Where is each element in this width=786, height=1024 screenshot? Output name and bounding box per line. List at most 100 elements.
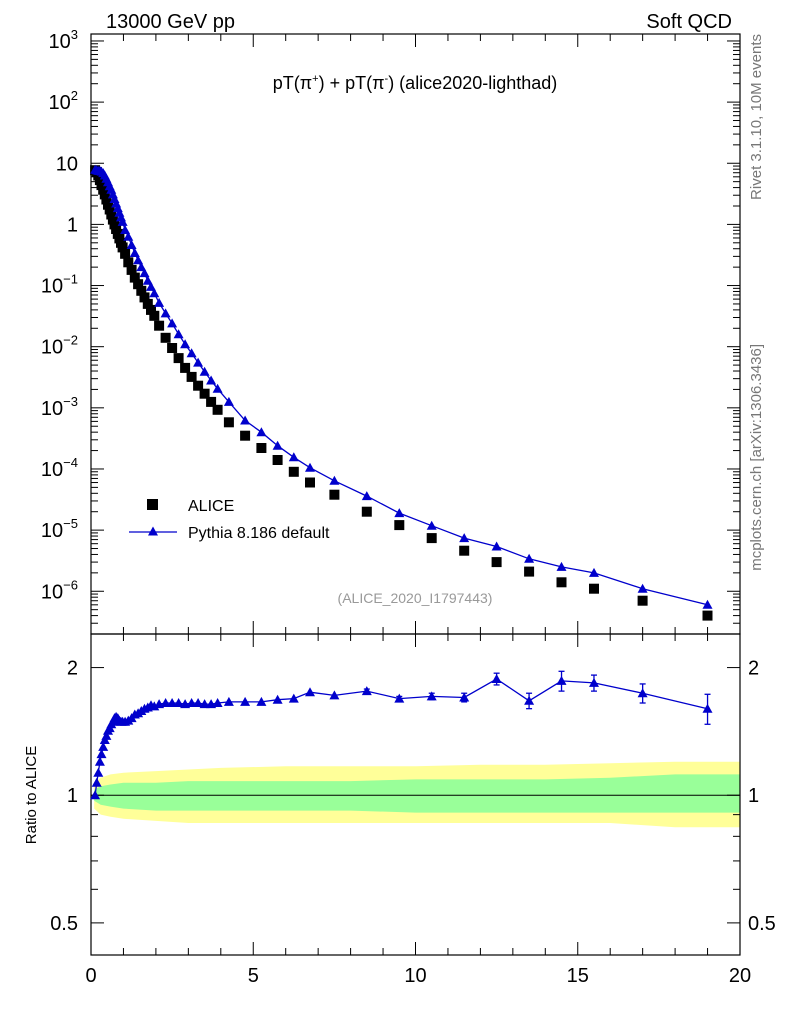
- ratio-point: [90, 790, 101, 800]
- ratio-point: [223, 696, 234, 706]
- ratio-point: [556, 675, 567, 685]
- alice-point: [394, 520, 405, 531]
- y-tick-label: 1: [67, 214, 78, 236]
- ratio-point: [394, 693, 405, 703]
- ratio-point: [91, 777, 102, 787]
- alice-point: [173, 353, 184, 364]
- alice-point: [101, 194, 112, 205]
- y-tick-label: 10−6: [41, 577, 78, 603]
- pythia-point: [146, 281, 156, 291]
- alice-point: [223, 417, 234, 428]
- ratio-y-tick-label-right: 0.5: [748, 913, 776, 935]
- plot-title: pT(π+) + pT(π-) (alice2020-lighthad): [273, 73, 558, 93]
- ratio-y-tick-label-right: 2: [748, 658, 759, 680]
- alice-point: [186, 371, 197, 382]
- y-tick-label: 10: [56, 153, 78, 175]
- ratio-y-tick-label-right: 1: [748, 785, 759, 807]
- main-panel-frame: [90, 33, 741, 635]
- alice-point: [256, 443, 267, 453]
- alice-point: [149, 310, 160, 321]
- pythia-point: [199, 366, 210, 376]
- pythia-point: [426, 520, 437, 530]
- pythia-point: [637, 583, 648, 593]
- alice-point: [589, 583, 599, 594]
- ratio-point: [167, 698, 178, 707]
- pythia-point: [240, 415, 251, 425]
- pythia-point: [212, 383, 223, 393]
- ratio-point: [524, 695, 535, 705]
- ratio-point: [186, 698, 197, 707]
- alice-point: [146, 304, 156, 315]
- pythia-point: [117, 216, 128, 226]
- alice-point: [206, 396, 217, 407]
- pythia-point: [126, 240, 137, 249]
- alice-point: [524, 566, 535, 577]
- pythia-point: [394, 508, 405, 518]
- ratio-point: [199, 699, 210, 709]
- ratio-ylabel: Ratio to ALICE: [23, 746, 40, 844]
- pythia-point: [129, 248, 140, 257]
- ratio-point: [288, 693, 299, 703]
- ratio-point: [256, 696, 267, 706]
- ratio-point: [96, 749, 107, 759]
- pythia-point: [329, 475, 340, 485]
- pythia-point: [305, 462, 315, 472]
- pythia-point: [142, 275, 153, 285]
- alice-point: [361, 506, 372, 517]
- legend: ALICE Pythia 8.186 default: [129, 498, 330, 542]
- pythia-point: [491, 541, 502, 551]
- header-left: 13000 GeV pp: [106, 11, 235, 33]
- ratio-point: [459, 692, 470, 702]
- ratio-point: [272, 694, 283, 704]
- alice-point: [99, 189, 110, 200]
- alice-point: [459, 545, 470, 556]
- rivet-version-label: Rivet 3.1.10, 10M events: [748, 34, 765, 200]
- alice-point: [120, 248, 131, 259]
- ratio-point: [702, 703, 713, 713]
- alice-point: [199, 388, 210, 399]
- ratio-point: [173, 698, 184, 707]
- alice-point: [491, 557, 502, 568]
- y-tick-label: 103: [49, 27, 78, 53]
- pythia-point: [193, 357, 204, 367]
- alice-point: [193, 380, 204, 391]
- alice-point: [212, 404, 223, 415]
- pythia-point: [160, 308, 171, 318]
- pythia-point: [180, 339, 191, 349]
- alice-point: [702, 610, 713, 621]
- ratio-point: [193, 698, 204, 707]
- ratio-point: [637, 688, 648, 698]
- analysis-id-label: (ALICE_2020_I1797443): [338, 590, 493, 606]
- pythia-point: [459, 533, 470, 543]
- alice-point: [305, 477, 315, 488]
- ratio-point: [212, 698, 223, 707]
- pythia-point: [272, 440, 283, 450]
- ratio-point: [240, 696, 251, 706]
- pythia-line: [94, 169, 708, 606]
- ratio-band-inner: [94, 774, 740, 813]
- mcplots-label: mcplots.cern.ch [arXiv:1306.3436]: [748, 344, 765, 571]
- pythia-point: [136, 262, 147, 272]
- ratio-y-tick-label: 1: [67, 785, 78, 807]
- pythia-point: [524, 553, 535, 563]
- alice-point: [154, 320, 165, 331]
- alice-point: [106, 209, 117, 220]
- pythia-point: [288, 452, 299, 462]
- ratio-y-tick-label: 2: [67, 658, 78, 680]
- x-tick-label: 5: [248, 965, 259, 987]
- alice-point: [167, 343, 178, 353]
- alice-point: [117, 242, 128, 253]
- pythia-point: [167, 318, 178, 328]
- alice-point: [126, 264, 137, 275]
- ratio-point: [149, 701, 160, 711]
- alice-point: [129, 272, 140, 283]
- y-tick-label: 10−5: [41, 516, 78, 542]
- ratio-point: [94, 756, 105, 766]
- alice-point: [272, 455, 283, 465]
- pythia-point: [589, 567, 599, 577]
- alice-point: [288, 466, 299, 477]
- alice-point: [240, 430, 251, 441]
- ratio-y-tick-label: 0.5: [50, 913, 78, 935]
- y-tick-label: 10−3: [41, 394, 78, 420]
